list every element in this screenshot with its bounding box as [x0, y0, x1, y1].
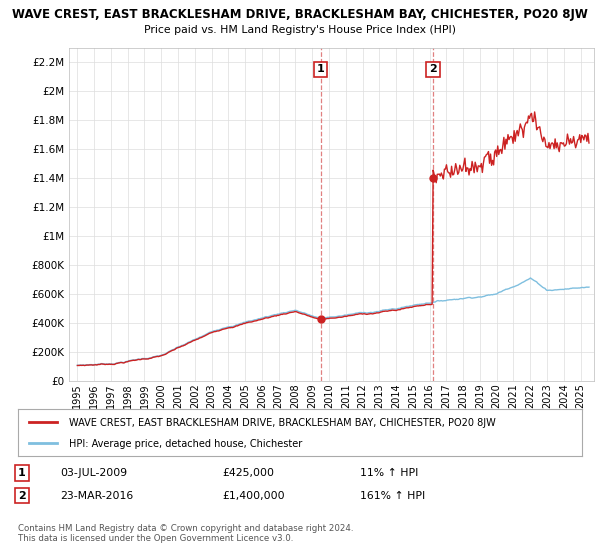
- Text: Price paid vs. HM Land Registry's House Price Index (HPI): Price paid vs. HM Land Registry's House …: [144, 25, 456, 35]
- Text: £1,400,000: £1,400,000: [222, 491, 284, 501]
- Text: 161% ↑ HPI: 161% ↑ HPI: [360, 491, 425, 501]
- Text: 1: 1: [18, 468, 26, 478]
- Text: 11% ↑ HPI: 11% ↑ HPI: [360, 468, 418, 478]
- Text: 03-JUL-2009: 03-JUL-2009: [60, 468, 127, 478]
- Text: WAVE CREST, EAST BRACKLESHAM DRIVE, BRACKLESHAM BAY, CHICHESTER, PO20 8JW: WAVE CREST, EAST BRACKLESHAM DRIVE, BRAC…: [12, 8, 588, 21]
- Text: 2: 2: [429, 64, 437, 74]
- Text: £425,000: £425,000: [222, 468, 274, 478]
- Text: 1: 1: [317, 64, 325, 74]
- Text: 2: 2: [18, 491, 26, 501]
- Text: WAVE CREST, EAST BRACKLESHAM DRIVE, BRACKLESHAM BAY, CHICHESTER, PO20 8JW: WAVE CREST, EAST BRACKLESHAM DRIVE, BRAC…: [69, 418, 496, 428]
- Text: Contains HM Land Registry data © Crown copyright and database right 2024.
This d: Contains HM Land Registry data © Crown c…: [18, 524, 353, 543]
- Text: HPI: Average price, detached house, Chichester: HPI: Average price, detached house, Chic…: [69, 439, 302, 449]
- Text: 23-MAR-2016: 23-MAR-2016: [60, 491, 133, 501]
